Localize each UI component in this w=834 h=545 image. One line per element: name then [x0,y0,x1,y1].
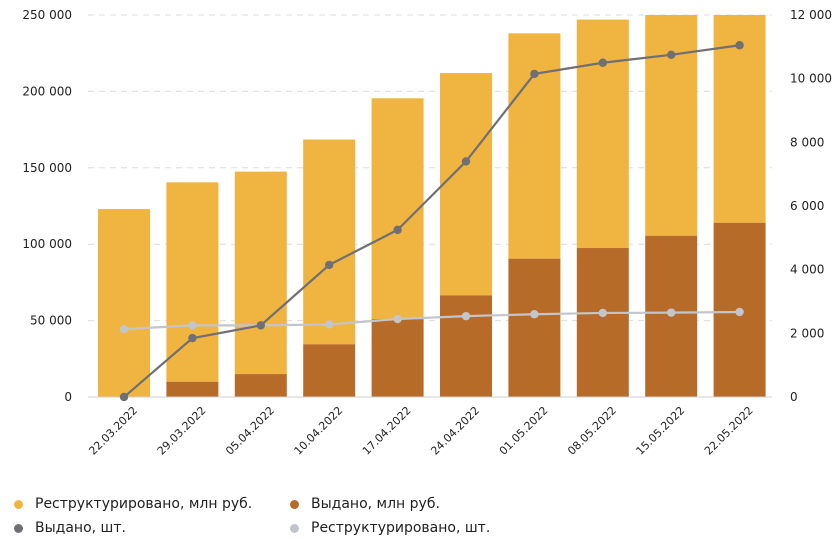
bar-issued-rub [303,344,355,397]
point-issued-count [120,393,128,401]
x-tick-label: 05.04.2022 [223,404,277,458]
bar-restructured-rub [577,20,629,248]
bar-issued-rub [372,319,424,397]
point-restructured-count [530,310,538,318]
legend-label: Выдано, млн руб. [311,496,440,512]
legend-swatch-issued-count [14,524,23,533]
y-left-tick-label: 50 000 [30,314,72,328]
legend-swatch-issued-rub [290,500,299,509]
point-issued-count [599,59,607,67]
legend-label: Реструктурировано, шт. [311,520,490,536]
bar-restructured-rub [508,33,560,258]
y-left-tick-label: 250 000 [22,8,72,22]
bar-restructured-rub [166,182,218,381]
point-restructured-count [188,321,196,329]
point-issued-count [667,51,675,59]
bar-issued-rub [508,259,560,397]
point-issued-count [393,226,401,234]
legend-item-issued-rub: Выдано, млн руб. [290,496,440,512]
y-right-tick-label: 0 [790,390,798,404]
legend-item-restructured-count: Реструктурировано, шт. [290,520,490,536]
x-tick-label: 24.04.2022 [428,404,482,458]
point-restructured-count [462,312,470,320]
legend-label: Реструктурировано, млн руб. [35,496,252,512]
point-issued-count [257,321,265,329]
x-tick-label: 01.05.2022 [497,404,551,458]
y-right-tick-label: 2 000 [790,326,824,340]
legend-item-issued-count: Выдано, шт. [14,520,126,536]
legend-label: Выдано, шт. [35,520,126,536]
bar-issued-rub [440,295,492,397]
bar-restructured-rub [440,73,492,295]
point-issued-count [462,157,470,165]
x-tick-label: 15.05.2022 [634,404,688,458]
bar-restructured-rub [372,98,424,319]
point-issued-count [325,261,333,269]
legend-item-restructured-rub: Реструктурировано, млн руб. [14,496,252,512]
point-restructured-count [735,308,743,316]
point-restructured-count [120,325,128,333]
point-restructured-count [393,315,401,323]
point-issued-count [530,70,538,78]
bar-restructured-rub [645,15,697,236]
bar-restructured-rub [303,140,355,345]
x-tick-label: 08.05.2022 [565,404,619,458]
bar-restructured-rub [235,172,287,374]
x-tick-label: 22.05.2022 [702,404,756,458]
y-left-tick-label: 200 000 [22,84,72,98]
point-issued-count [735,41,743,49]
point-restructured-count [667,308,675,316]
x-tick-label: 22.03.2022 [86,404,140,458]
bar-issued-rub [577,248,629,397]
legend-swatch-restructured-count [290,524,299,533]
y-left-tick-label: 100 000 [22,237,72,251]
y-right-tick-label: 10 000 [790,72,832,86]
y-right-tick-label: 6 000 [790,199,824,213]
bar-restructured-rub [98,209,150,397]
y-left-tick-label: 0 [64,390,72,404]
y-right-tick-label: 8 000 [790,135,824,149]
legend-swatch-restructured-rub [14,500,23,509]
bar-issued-rub [235,374,287,397]
point-issued-count [188,334,196,342]
y-right-tick-label: 12 000 [790,8,832,22]
bar-issued-rub [166,382,218,397]
y-left-tick-label: 150 000 [22,161,72,175]
y-right-tick-label: 4 000 [790,263,824,277]
x-tick-label: 29.03.2022 [155,404,209,458]
point-restructured-count [599,309,607,317]
x-tick-label: 17.04.2022 [360,404,414,458]
point-restructured-count [325,320,333,328]
x-tick-label: 10.04.2022 [292,404,346,458]
